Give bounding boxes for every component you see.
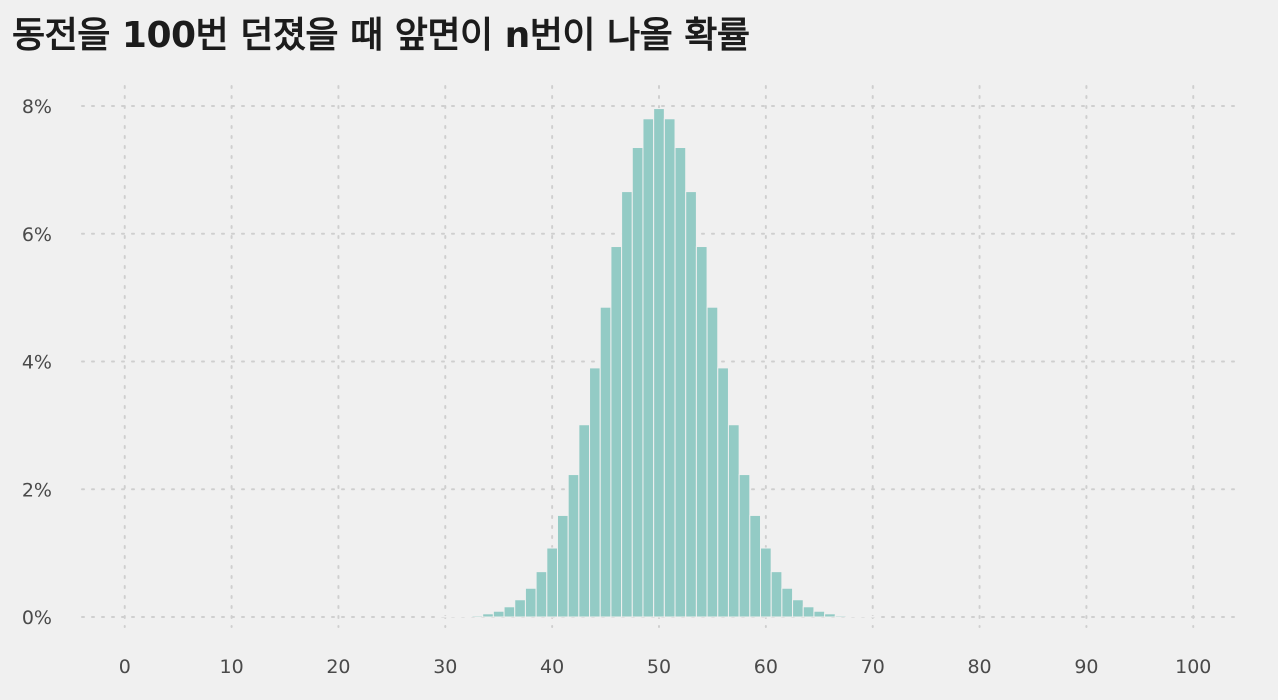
bar	[866, 615, 879, 618]
x-tick-label: 0	[119, 656, 131, 678]
x-tick-label: 60	[754, 656, 778, 678]
bar	[717, 367, 729, 618]
bar	[524, 587, 537, 618]
bar	[845, 615, 858, 618]
bar	[460, 615, 473, 618]
bar	[556, 514, 569, 618]
bar	[567, 474, 580, 618]
bar	[599, 306, 612, 618]
bar	[738, 474, 751, 618]
bar	[834, 615, 847, 618]
bar	[856, 615, 868, 618]
grid-lines	[81, 85, 1237, 628]
bar	[760, 547, 772, 618]
x-tick-label: 30	[433, 656, 457, 678]
bar	[813, 610, 826, 618]
bar	[802, 606, 815, 618]
bar	[642, 118, 655, 618]
bar	[727, 424, 740, 618]
x-tick-label: 80	[967, 656, 991, 678]
bar	[492, 610, 505, 618]
bar	[674, 147, 687, 618]
bar	[685, 191, 697, 618]
x-tick-label: 90	[1074, 656, 1098, 678]
bar	[621, 191, 633, 618]
x-tick-label: 70	[861, 656, 885, 678]
chart-title: 동전을 100번 던졌을 때 앞면이 n번이 나올 확률	[12, 15, 750, 56]
bar	[610, 246, 623, 618]
bar	[482, 613, 494, 618]
bars	[439, 108, 879, 618]
y-tick-label: 8%	[22, 96, 52, 118]
x-tick-label: 40	[540, 656, 564, 678]
bar	[770, 571, 783, 618]
bar	[749, 514, 762, 618]
bar	[503, 606, 516, 618]
y-axis-ticks: 0% 2% 4% 6% 8%	[22, 96, 52, 629]
bar	[514, 599, 526, 618]
bar	[663, 118, 676, 618]
bar	[471, 615, 484, 618]
bar	[631, 147, 644, 618]
y-tick-label: 4%	[22, 352, 52, 374]
bar	[589, 367, 601, 618]
y-tick-label: 0%	[22, 607, 52, 629]
bar	[535, 571, 548, 618]
x-tick-label: 100	[1175, 656, 1211, 678]
bar	[450, 615, 462, 618]
bar	[653, 108, 665, 618]
bar	[546, 547, 558, 618]
bar	[781, 587, 794, 618]
bar	[792, 599, 804, 618]
bar	[706, 306, 719, 618]
bar	[824, 613, 836, 618]
x-tick-label: 50	[647, 656, 671, 678]
y-tick-label: 2%	[22, 479, 52, 501]
bar	[439, 615, 452, 618]
y-tick-label: 6%	[22, 224, 52, 246]
bar	[695, 246, 708, 618]
x-tick-label: 10	[219, 656, 243, 678]
x-tick-label: 20	[326, 656, 350, 678]
bar	[578, 424, 591, 618]
x-axis-ticks: 0 10 20 30 40 50 60 70 80 90 100	[119, 656, 1212, 678]
